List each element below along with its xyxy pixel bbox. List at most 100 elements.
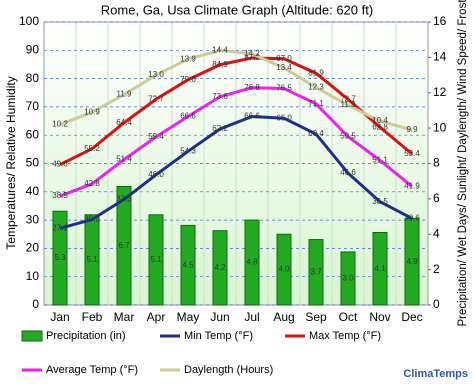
y2-tick-label: 14 — [433, 50, 447, 64]
value-label: 4.1 — [374, 264, 386, 273]
value-label: 81.9 — [308, 68, 324, 77]
value-label: 79.6 — [180, 75, 196, 84]
x-tick-label: Nov — [369, 310, 390, 324]
x-tick-label: Feb — [82, 310, 103, 324]
value-label: 46.0 — [148, 170, 164, 179]
value-label: 5.3 — [54, 253, 66, 262]
x-tick-label: Jun — [210, 310, 229, 324]
value-label: 59.4 — [148, 132, 164, 141]
legend-label: Daylength (Hours) — [184, 364, 273, 376]
value-label: 72.7 — [148, 94, 164, 103]
bar — [116, 185, 132, 306]
line — [59, 115, 413, 230]
value-label: 51.4 — [116, 155, 132, 164]
value-label: 60.4 — [308, 129, 324, 138]
y2-tick-label: 2 — [433, 262, 440, 276]
value-label: 10.2 — [52, 120, 68, 129]
value-label: 13.0 — [148, 70, 164, 79]
y-tick-label: 10 — [26, 269, 40, 283]
y2-axis-label: Precipitation/ Wet Days/ Sunlight/ Dayle… — [457, 0, 469, 327]
value-label: 66.6 — [180, 112, 196, 121]
legend-swatch — [21, 330, 43, 342]
value-label: 13.4 — [276, 63, 292, 72]
x-tick-label: Jul — [244, 310, 259, 324]
line — [59, 86, 413, 198]
value-label: 5.1 — [86, 255, 98, 264]
chart-title: Rome, Ga, Usa Climate Graph (Altitude: 6… — [101, 2, 373, 17]
value-label: 27.1 — [52, 223, 68, 232]
value-label: 87.3 — [244, 53, 260, 62]
value-label: 4.5 — [182, 260, 194, 269]
value-label: 30.6 — [404, 214, 420, 223]
y-tick-label: 40 — [26, 184, 40, 198]
value-label: 14.4 — [212, 45, 228, 54]
bar — [244, 219, 260, 306]
value-label: 5.1 — [150, 255, 162, 264]
value-label: 62.8 — [372, 122, 388, 131]
bar — [180, 224, 196, 306]
value-label: 46.6 — [340, 168, 356, 177]
y2-tick-label: 6 — [433, 191, 440, 205]
value-label: 71.1 — [308, 99, 324, 108]
value-label: 3.0 — [342, 274, 354, 283]
value-label: 6.7 — [118, 241, 130, 250]
value-label: 10.9 — [84, 107, 100, 116]
y-axis-label: Temperatures/ Relative Humidity — [4, 76, 18, 249]
value-label: 66.6 — [244, 112, 260, 121]
x-tick-label: Mar — [114, 310, 135, 324]
y2-tick-label: 8 — [433, 156, 440, 170]
value-label: 73.6 — [212, 92, 228, 101]
value-label: 41.9 — [404, 182, 420, 191]
y2-tick-label: 16 — [433, 14, 447, 28]
watermark: ClimaTemps — [403, 368, 468, 380]
value-label: 4.0 — [278, 265, 290, 274]
value-label: 54.3 — [180, 146, 196, 155]
value-label: 10.4 — [372, 116, 388, 125]
value-label: 38.5 — [52, 191, 68, 200]
value-label: 84.9 — [212, 60, 228, 69]
bar — [52, 210, 68, 306]
value-label: 37.3 — [116, 195, 132, 204]
y-tick-label: 60 — [26, 127, 40, 141]
value-label: 51.1 — [372, 155, 388, 164]
y-tick-label: 50 — [26, 156, 40, 170]
value-label: 49.6 — [52, 160, 68, 169]
y-tick-label: 20 — [26, 241, 40, 255]
value-label: 12.3 — [308, 83, 324, 92]
x-tick-label: Dec — [401, 310, 422, 324]
value-label: 36.5 — [372, 197, 388, 206]
x-tick-label: Oct — [339, 310, 358, 324]
value-label: 53.4 — [404, 149, 420, 158]
y-tick-label: 90 — [26, 42, 40, 56]
value-label: 66.0 — [276, 113, 292, 122]
y-tick-label: 0 — [32, 297, 39, 311]
value-label: 72.7 — [340, 94, 356, 103]
y-tick-label: 100 — [19, 14, 39, 28]
x-tick-label: Jan — [50, 310, 69, 324]
legend-label: Precipitation (in) — [46, 330, 125, 342]
value-label: 11.9 — [117, 90, 133, 99]
bar — [340, 251, 356, 306]
value-label: 30.2 — [84, 215, 100, 224]
y2-tick-label: 4 — [433, 226, 440, 240]
value-label: 59.5 — [340, 132, 356, 141]
value-label: 11.3 — [341, 100, 357, 109]
bar — [276, 233, 292, 306]
value-label: 13.9 — [180, 54, 196, 63]
value-label: 9.9 — [406, 125, 418, 134]
y2-tick-label: 10 — [433, 120, 447, 134]
value-label: 64.4 — [116, 118, 132, 127]
y2-tick-label: 12 — [433, 85, 447, 99]
x-tick-label: May — [177, 310, 200, 324]
value-label: 76.5 — [276, 84, 292, 93]
value-label: 87.0 — [276, 54, 292, 63]
x-tick-label: Apr — [147, 310, 166, 324]
bar — [212, 230, 228, 306]
x-tick-label: Sep — [305, 310, 327, 324]
line — [59, 48, 413, 132]
bar — [84, 214, 100, 306]
y2-tick-label: 0 — [433, 297, 440, 311]
y-tick-label: 80 — [26, 71, 40, 85]
value-label: 42.8 — [84, 179, 100, 188]
